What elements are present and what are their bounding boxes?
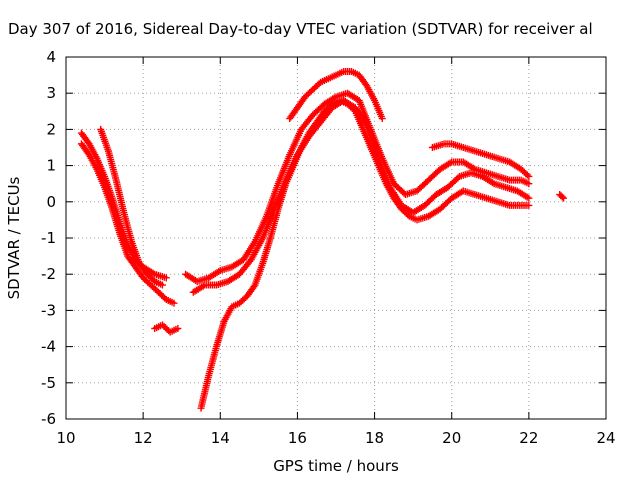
series-track-C bbox=[97, 125, 166, 289]
series-track-I bbox=[428, 140, 533, 180]
data-point bbox=[525, 194, 533, 202]
data-point bbox=[378, 115, 386, 123]
x-tick-labels: 10 12 14 16 18 20 22 24 bbox=[56, 429, 615, 447]
y-tick-labels: -6 -5 -4 -3 -2 -1 0 1 2 3 4 bbox=[41, 48, 56, 428]
y-tick-label: 4 bbox=[46, 48, 56, 66]
series-track-H bbox=[286, 67, 386, 123]
x-tick-label: 14 bbox=[211, 429, 230, 447]
series-track-J bbox=[556, 191, 568, 202]
x-tick-label: 12 bbox=[134, 429, 153, 447]
y-tick-label: 3 bbox=[46, 84, 56, 102]
y-tick-label: -5 bbox=[41, 374, 56, 392]
data-point bbox=[170, 299, 178, 307]
y-tick-label: -3 bbox=[41, 301, 56, 319]
chart-title: Day 307 of 2016, Sidereal Day-to-day VTE… bbox=[8, 20, 593, 38]
y-tick-label: -2 bbox=[41, 265, 56, 283]
data-point bbox=[250, 283, 258, 291]
x-tick-label: 22 bbox=[519, 429, 538, 447]
grid-lines bbox=[66, 57, 606, 419]
y-tick-label: 0 bbox=[46, 193, 56, 211]
data-point bbox=[558, 193, 566, 201]
x-tick-label: 24 bbox=[596, 429, 615, 447]
x-tick-label: 20 bbox=[442, 429, 461, 447]
axis-ticks bbox=[65, 56, 607, 420]
y-tick-label: -1 bbox=[41, 229, 56, 247]
series-track-D bbox=[151, 321, 182, 336]
data-points bbox=[77, 67, 568, 412]
y-tick-label: -4 bbox=[41, 338, 56, 356]
series-track-A bbox=[77, 129, 170, 282]
data-point bbox=[158, 281, 166, 289]
x-tick-label: 10 bbox=[56, 429, 75, 447]
data-point bbox=[174, 325, 182, 332]
y-tick-label: -6 bbox=[41, 410, 56, 428]
x-tick-label: 18 bbox=[365, 429, 384, 447]
data-point bbox=[162, 274, 170, 282]
x-axis-label: GPS time / hours bbox=[273, 457, 399, 475]
data-point bbox=[525, 201, 533, 209]
series-track-B bbox=[77, 140, 178, 307]
data-point bbox=[560, 194, 568, 202]
x-tick-label: 16 bbox=[288, 429, 307, 447]
y-tick-label: 2 bbox=[46, 120, 56, 138]
data-point bbox=[523, 171, 531, 179]
data-point bbox=[525, 180, 533, 188]
data-point bbox=[525, 172, 533, 180]
y-axis-label: SDTVAR / TECUs bbox=[5, 176, 23, 299]
y-tick-label: 1 bbox=[46, 157, 56, 175]
series-track-G bbox=[197, 96, 533, 412]
